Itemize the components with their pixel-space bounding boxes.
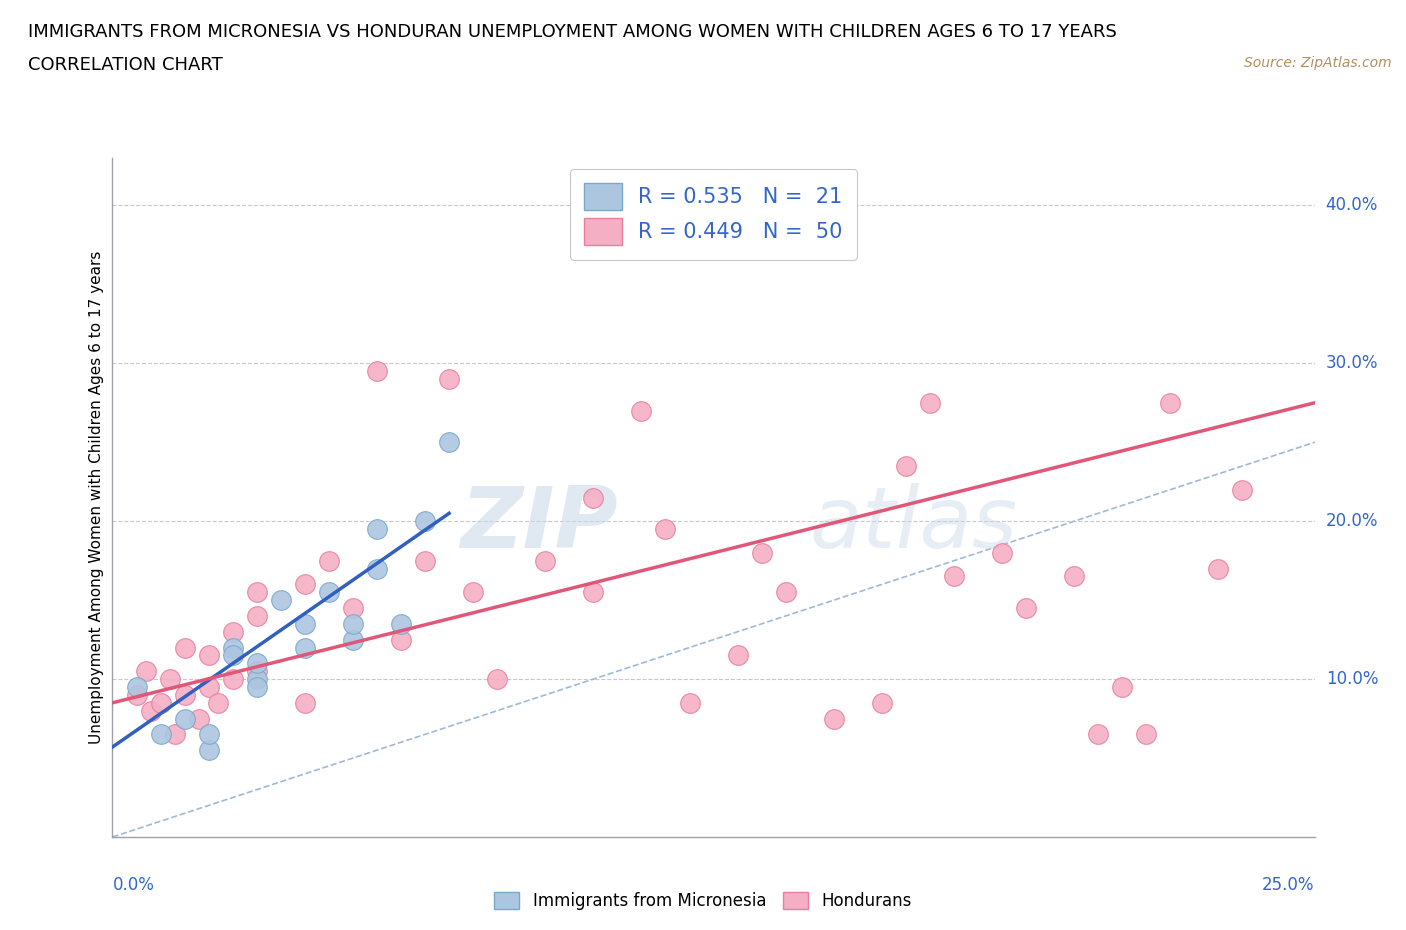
Point [188, 711, 211, 726]
Text: 0.0%: 0.0% [112, 876, 155, 894]
Point [1232, 483, 1254, 498]
Point [942, 569, 965, 584]
Point [207, 696, 229, 711]
Point [294, 617, 316, 631]
Point [1135, 727, 1157, 742]
Text: atlas: atlas [810, 484, 1018, 566]
Point [1111, 680, 1133, 695]
Point [534, 553, 557, 568]
Point [991, 545, 1014, 560]
Point [437, 372, 460, 387]
Legend: Immigrants from Micronesia, Hondurans: Immigrants from Micronesia, Hondurans [488, 885, 918, 917]
Point [1159, 395, 1181, 410]
Point [294, 577, 316, 591]
Point [366, 522, 388, 537]
Point [222, 624, 245, 639]
Point [318, 553, 340, 568]
Point [173, 711, 195, 726]
Point [894, 458, 917, 473]
Point [149, 696, 172, 711]
Text: Source: ZipAtlas.com: Source: ZipAtlas.com [1244, 56, 1392, 70]
Text: IMMIGRANTS FROM MICRONESIA VS HONDURAN UNEMPLOYMENT AMONG WOMEN WITH CHILDREN AG: IMMIGRANTS FROM MICRONESIA VS HONDURAN U… [28, 23, 1116, 41]
Point [149, 727, 172, 742]
Point [366, 561, 388, 576]
Point [197, 680, 219, 695]
Point [1015, 601, 1038, 616]
Point [461, 585, 484, 600]
Point [197, 648, 219, 663]
Text: 10.0%: 10.0% [1326, 671, 1378, 688]
Point [342, 601, 364, 616]
Point [197, 743, 219, 758]
Point [1063, 569, 1085, 584]
Text: CORRELATION CHART: CORRELATION CHART [28, 56, 224, 73]
Point [582, 585, 605, 600]
Point [246, 664, 269, 679]
Point [342, 632, 364, 647]
Point [342, 617, 364, 631]
Text: 30.0%: 30.0% [1326, 354, 1378, 372]
Text: 40.0%: 40.0% [1326, 196, 1378, 215]
Point [222, 648, 245, 663]
Point [159, 671, 181, 686]
Point [654, 522, 676, 537]
Point [222, 640, 245, 655]
Point [246, 671, 269, 686]
Y-axis label: Unemployment Among Women with Children Ages 6 to 17 years: Unemployment Among Women with Children A… [89, 251, 104, 744]
Point [678, 696, 700, 711]
Point [222, 671, 245, 686]
Text: 25.0%: 25.0% [1263, 876, 1315, 894]
Point [1208, 561, 1230, 576]
Text: 20.0%: 20.0% [1326, 512, 1378, 530]
Point [139, 703, 162, 718]
Legend: R = 0.535   N =  21, R = 0.449   N =  50: R = 0.535 N = 21, R = 0.449 N = 50 [569, 168, 858, 259]
Point [366, 364, 388, 379]
Point [437, 435, 460, 450]
Point [918, 395, 941, 410]
Point [246, 585, 269, 600]
Point [270, 592, 292, 607]
Point [389, 617, 412, 631]
Point [413, 553, 436, 568]
Point [413, 513, 436, 528]
Point [751, 545, 773, 560]
Point [823, 711, 845, 726]
Point [318, 585, 340, 600]
Point [294, 640, 316, 655]
Point [163, 727, 186, 742]
Point [870, 696, 893, 711]
Point [197, 727, 219, 742]
Point [173, 687, 195, 702]
Point [1087, 727, 1109, 742]
Point [173, 640, 195, 655]
Point [486, 671, 509, 686]
Point [582, 490, 605, 505]
Point [135, 664, 157, 679]
Point [775, 585, 797, 600]
Point [246, 656, 269, 671]
Point [389, 632, 412, 647]
Point [727, 648, 749, 663]
Point [630, 404, 652, 418]
Point [246, 680, 269, 695]
Point [294, 696, 316, 711]
Point [246, 608, 269, 623]
Text: ZIP: ZIP [460, 484, 617, 566]
Point [125, 687, 148, 702]
Point [125, 680, 148, 695]
